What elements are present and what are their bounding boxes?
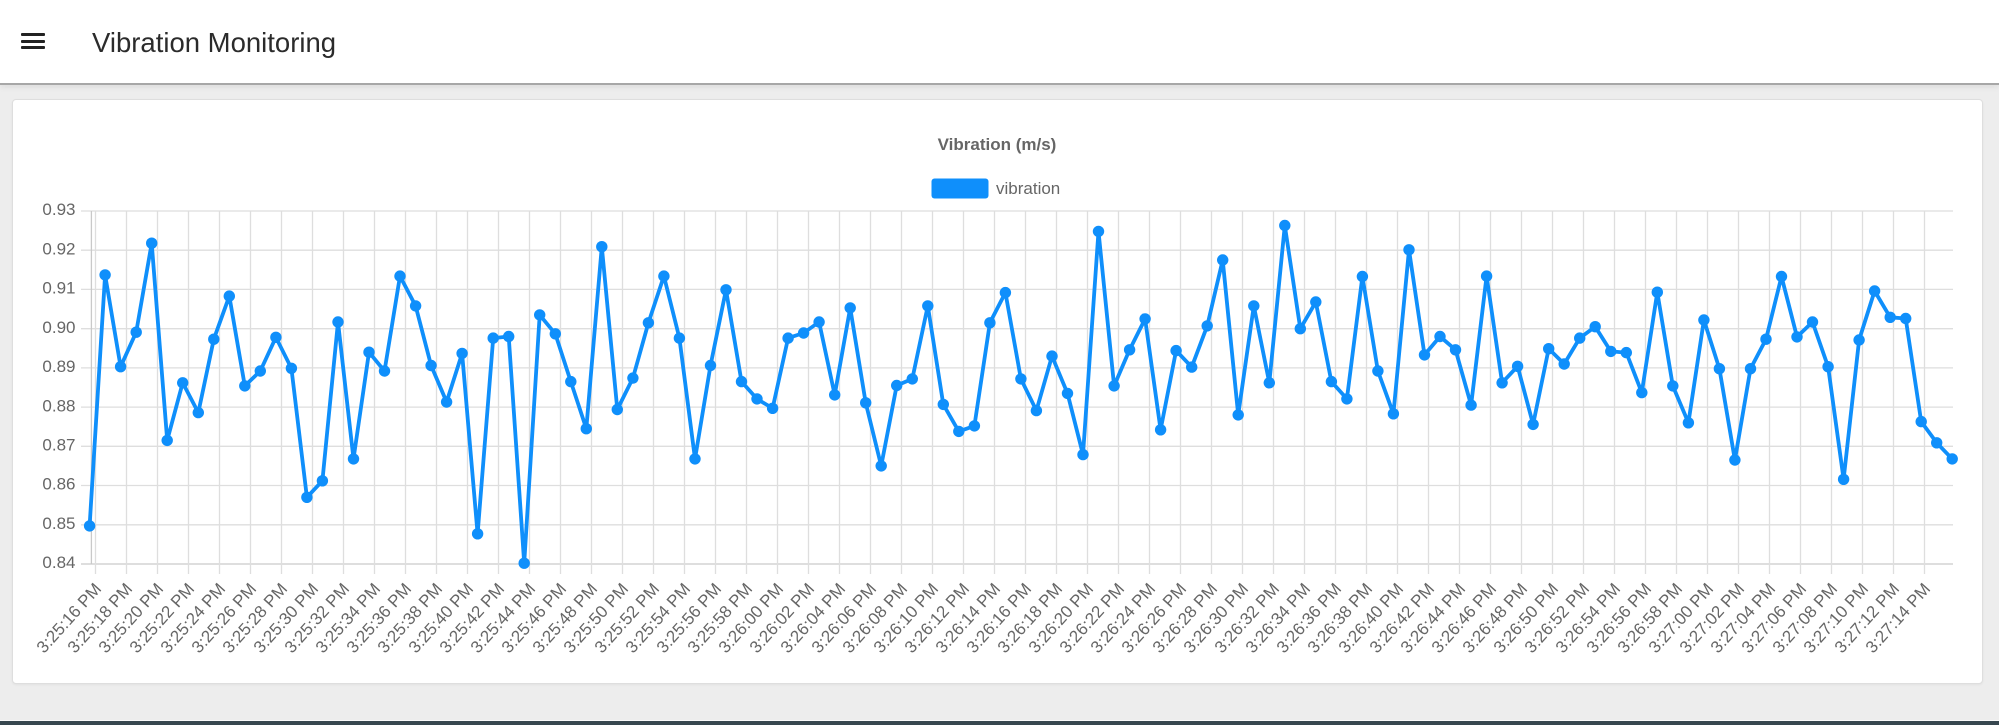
svg-text:0.92: 0.92 [42,239,75,258]
svg-text:vibration: vibration [996,179,1060,198]
svg-text:0.93: 0.93 [42,200,75,219]
svg-text:0.88: 0.88 [42,396,75,415]
svg-text:0.89: 0.89 [42,357,75,376]
svg-text:0.84: 0.84 [42,553,75,572]
svg-text:0.91: 0.91 [42,279,75,298]
svg-text:0.85: 0.85 [42,514,75,533]
svg-text:Vibration (m/s): Vibration (m/s) [938,135,1057,154]
svg-text:0.87: 0.87 [42,436,75,455]
svg-text:0.86: 0.86 [42,475,75,494]
svg-text:0.90: 0.90 [42,318,75,337]
